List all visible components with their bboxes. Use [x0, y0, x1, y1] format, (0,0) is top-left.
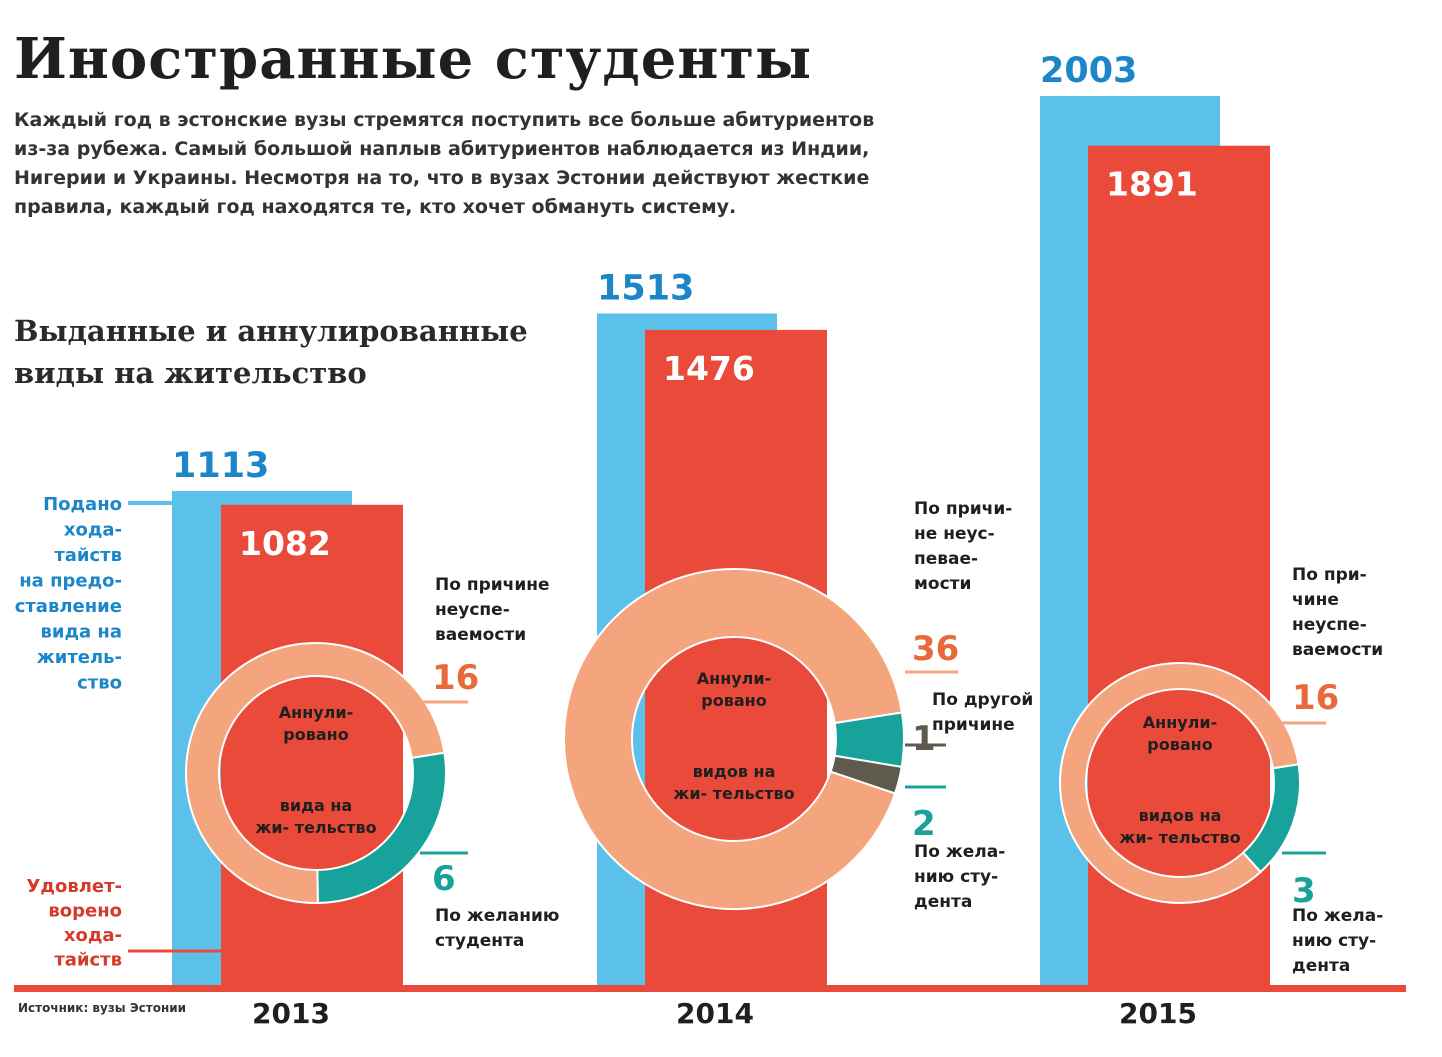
- segment-value-2015-0: 16: [1292, 678, 1339, 718]
- legend-approved-line: хода-: [64, 925, 122, 946]
- value-label-applications-2013: 1113: [172, 446, 269, 486]
- legend-applications-line: ставление: [15, 596, 122, 617]
- donut-center-bottom-2013-line: вида на: [280, 796, 352, 815]
- legend-applications-line: ство: [77, 673, 122, 694]
- donut-center-bottom-2015-line: жи- тельство: [1119, 828, 1240, 847]
- donut-center-top-2013-line: ровано: [283, 725, 348, 744]
- segment-value-2014-1: 1: [912, 719, 936, 759]
- value-label-approved-2015: 1891: [1106, 165, 1198, 204]
- page-title: Иностранные студенты: [14, 26, 813, 92]
- value-label-approved-2014: 1476: [663, 349, 755, 388]
- donut-center-top-2014-line: ровано: [701, 691, 766, 710]
- segment-label-2013-0-line: неуспе-: [435, 600, 510, 620]
- segment-label-2015-1-line: нию сту-: [1292, 931, 1376, 951]
- value-label-applications-2014: 1513: [597, 268, 694, 308]
- segment-label-2014-0-line: По причи-: [914, 499, 1012, 519]
- segment-label-2013-1-line: По желанию: [435, 906, 559, 926]
- donut-center-bottom-2013-line: жи- тельство: [255, 818, 376, 837]
- value-label-approved-2013: 1082: [239, 524, 331, 563]
- legend-approved-line: тайств: [54, 950, 122, 971]
- segment-label-2014-0-line: мости: [914, 574, 971, 594]
- segment-label-2013-0-line: ваемости: [435, 625, 526, 645]
- segment-value-2015-1: 3: [1292, 871, 1316, 911]
- year-label-2014: 2014: [676, 997, 754, 1030]
- legend-approved-line: ворено: [48, 901, 122, 922]
- legend-applications-line: тайств: [54, 545, 122, 566]
- donut-center-bottom-2015-line: видов на: [1139, 806, 1222, 825]
- donut-total-2015: 19: [1154, 762, 1207, 806]
- segment-label-2013-1-line: студента: [435, 931, 524, 951]
- bar-approved-2013: [221, 504, 403, 985]
- legend-applications-line: хода-: [64, 520, 122, 541]
- segment-value-2013-1: 6: [432, 859, 456, 899]
- segment-label-2015-0-line: чине: [1292, 590, 1339, 610]
- legend-applications-line: житель-: [37, 647, 122, 668]
- donut-center-top-2013-line: Аннули-: [279, 703, 354, 722]
- segment-label-2014-1-line: причине: [932, 715, 1015, 735]
- year-label-2015: 2015: [1119, 997, 1197, 1030]
- donut-center-top-2015-line: Аннули-: [1143, 713, 1218, 732]
- segment-label-2013-0-line: По причине: [435, 575, 550, 595]
- legend-applications-line: Подано: [43, 494, 122, 515]
- donut-slice-2013-0: [185, 642, 446, 904]
- donut-slice-2015-0: [1059, 662, 1300, 904]
- source-note: Источник: вузы Эстонии: [18, 1001, 187, 1015]
- legend-applications-line: вида на: [40, 622, 122, 643]
- segment-label-2015-1-line: дента: [1292, 956, 1350, 976]
- donut-total-2014: 39: [708, 718, 761, 762]
- donut-center-bottom-2014-line: видов на: [693, 762, 776, 781]
- segment-label-2015-0-line: ваемости: [1292, 640, 1383, 660]
- segment-value-2014-2: 2: [912, 804, 936, 844]
- bar-approved-2015: [1088, 145, 1270, 985]
- segment-label-2014-0-line: певае-: [914, 549, 978, 569]
- chart-title: Выданные и аннулированные виды на житель…: [14, 314, 528, 390]
- donut-center-top-2015-line: ровано: [1147, 735, 1212, 754]
- segment-value-2013-0: 16: [432, 658, 479, 698]
- year-label-2013: 2013: [252, 997, 330, 1030]
- donut-center-bottom-2014-line: жи- тельство: [673, 784, 794, 803]
- segment-label-2014-2-line: дента: [914, 892, 972, 912]
- segment-label-2014-0-line: не неус-: [914, 524, 995, 544]
- segment-label-2015-0-line: неуспе-: [1292, 615, 1367, 635]
- segment-label-2015-0-line: По при-: [1292, 565, 1367, 585]
- segment-label-2014-2-line: По жела-: [914, 842, 1005, 862]
- donut-center-top-2014-line: Аннули-: [697, 669, 772, 688]
- segment-label-2014-1-line: По другой: [932, 690, 1033, 710]
- donut-slice-2014-0: [563, 568, 904, 910]
- value-label-applications-2015: 2003: [1040, 51, 1137, 91]
- segment-value-2014-0: 36: [912, 629, 959, 669]
- segment-label-2014-2-line: нию сту-: [914, 867, 998, 887]
- donut-total-2013: 22: [290, 752, 343, 796]
- baseline-bar: [14, 985, 1406, 992]
- legend-applications-line: на предо-: [19, 571, 122, 592]
- legend-approved-line: Удовлет-: [27, 876, 122, 897]
- intro-text: Каждый год в эстонские вузы стремятся по…: [14, 109, 875, 218]
- segment-label-2015-1-line: По жела-: [1292, 906, 1383, 926]
